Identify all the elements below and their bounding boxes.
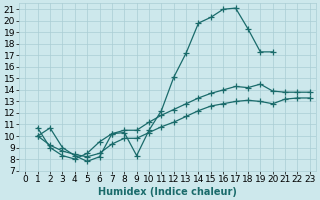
X-axis label: Humidex (Indice chaleur): Humidex (Indice chaleur) bbox=[98, 187, 237, 197]
